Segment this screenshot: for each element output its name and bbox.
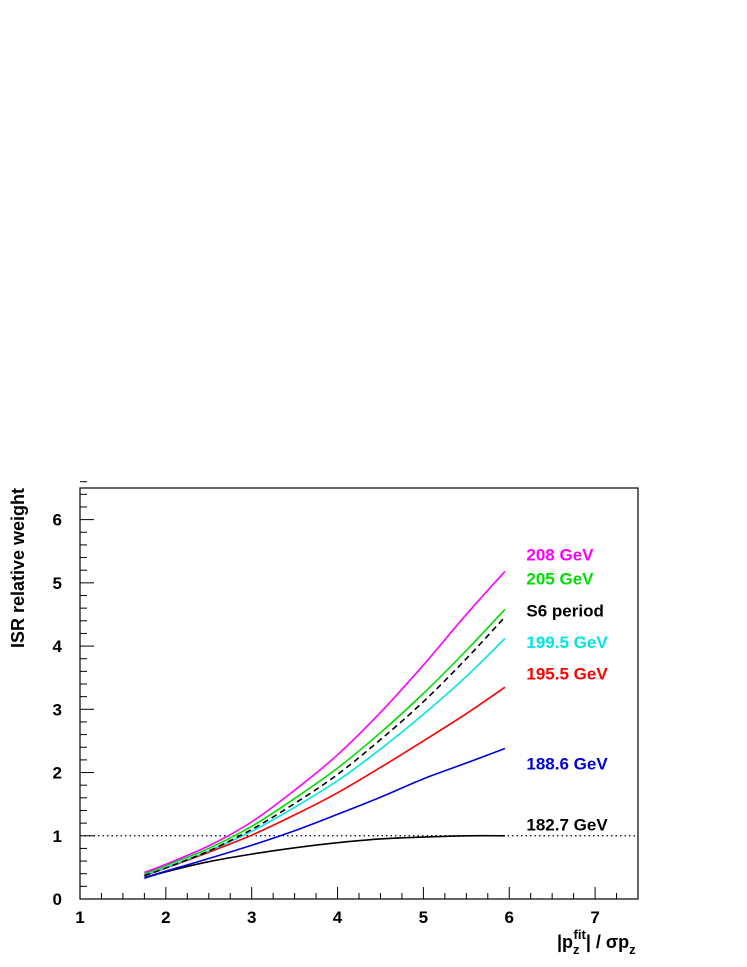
series-line — [144, 747, 506, 879]
y-tick-label: 4 — [53, 637, 63, 656]
series-group — [144, 570, 506, 879]
x-axis-title: |pzfit| / σpz — [557, 927, 636, 957]
x-tick-label: 5 — [419, 908, 428, 927]
series-line — [144, 616, 506, 877]
y-tick-label: 2 — [53, 764, 62, 783]
series-line — [144, 570, 506, 874]
x-axis-title-sup: fit — [574, 927, 587, 942]
x-tick-label: 2 — [161, 908, 170, 927]
x-tick-label: 1 — [75, 908, 84, 927]
series-label: 208 GeV — [526, 546, 594, 565]
x-axis-title-prefix: |p — [557, 932, 573, 952]
y-tick-label: 5 — [53, 574, 62, 593]
y-tick-label: 0 — [53, 890, 62, 909]
series-line — [144, 834, 505, 879]
series-label: 195.5 GeV — [526, 665, 608, 684]
y-axis: 0 1 2 3 4 5 6 — [53, 481, 94, 909]
x-tick-label: 7 — [590, 908, 599, 927]
series-line — [144, 608, 506, 875]
series-label: 205 GeV — [526, 570, 594, 589]
series-label: 188.6 GeV — [526, 754, 608, 773]
series-line — [144, 686, 506, 877]
x-tick-label: 3 — [247, 908, 256, 927]
x-axis-title-sub2: z — [629, 942, 636, 957]
y-tick-label: 6 — [53, 511, 62, 530]
x-tick-label: 4 — [333, 908, 343, 927]
y-axis-title: ISR relative weight — [8, 488, 28, 648]
x-axis: 1 2 3 4 5 6 7 — [75, 887, 639, 927]
series-label: S6 period — [526, 601, 603, 620]
y-tick-label: 1 — [53, 827, 62, 846]
series-labels: 208 GeV 205 GeV S6 period 199.5 GeV 195.5 Ge… — [526, 546, 608, 835]
x-axis-title-middle: | / σp — [586, 932, 629, 952]
series-label: 182.7 GeV — [526, 816, 608, 835]
y-tick-label: 3 — [53, 700, 62, 719]
x-tick-label: 6 — [504, 908, 513, 927]
series-label: 199.5 GeV — [526, 633, 608, 652]
x-axis-title-sub1: z — [573, 942, 580, 957]
